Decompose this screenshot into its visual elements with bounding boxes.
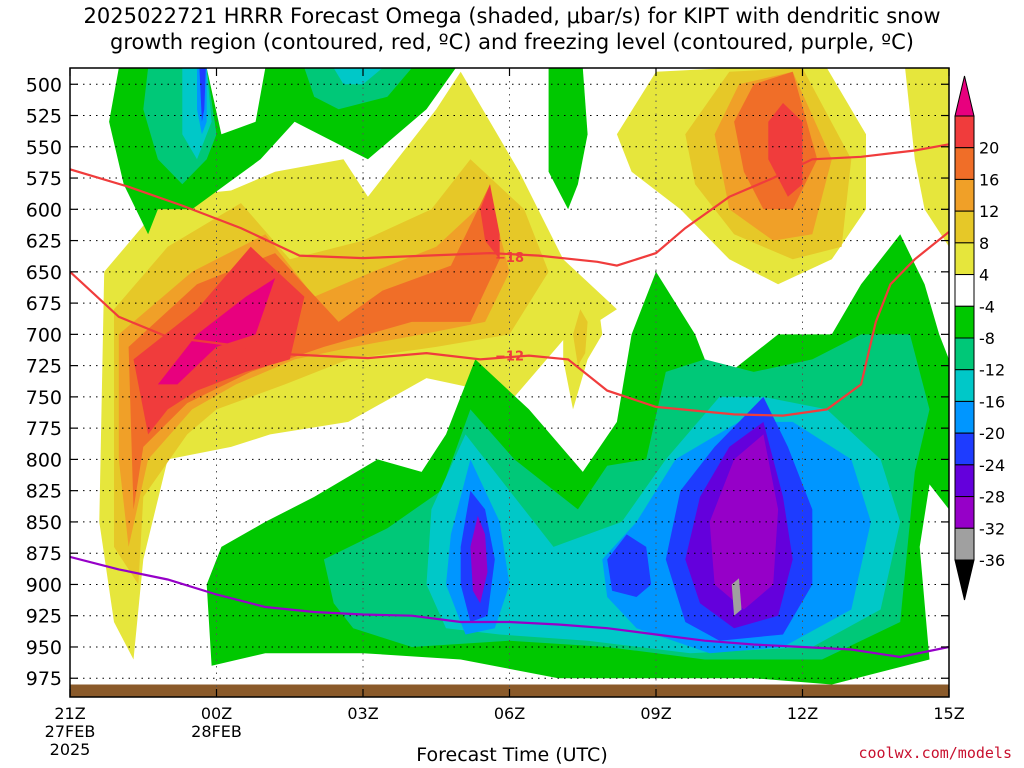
x-tick-label-3-1: 28FEB xyxy=(191,722,242,741)
omega-region-12 xyxy=(905,68,949,247)
omega-region-19 xyxy=(333,68,383,85)
x-tick-label-18-0: 15Z xyxy=(933,704,964,723)
colorbar-box-10 xyxy=(954,432,975,466)
x-tick-label-9-0: 06Z xyxy=(494,704,525,723)
contour-line-0 xyxy=(70,143,949,267)
omega-region-34 xyxy=(573,309,588,366)
y-tick-label-925: 925 xyxy=(26,606,62,628)
omega-region-27 xyxy=(607,534,652,597)
omega-region-6 xyxy=(480,184,500,260)
colorbar-box-2 xyxy=(954,178,975,212)
x-tick-label-0-1: 27FEB xyxy=(45,722,96,741)
y-tick-label-725: 725 xyxy=(26,356,62,378)
x-tick-label-6-0: 03Z xyxy=(347,704,378,723)
omega-region-32 xyxy=(731,578,742,616)
contour-label-1: −12 xyxy=(495,350,524,365)
omega-region-3 xyxy=(128,184,500,510)
y-tick-label-625: 625 xyxy=(26,231,62,253)
colorbar: 20 16 12 8 4 -4 -8 -12 -16 -20 -24 -28 -32 -36 xyxy=(954,75,1005,601)
x-tick-label-3-0: 00Z xyxy=(201,704,232,723)
colorbar-label-10: -24 xyxy=(979,456,1005,475)
y-tick-label-500: 500 xyxy=(26,74,62,96)
y-tick-label-775: 775 xyxy=(26,418,62,440)
y-tick-label-550: 550 xyxy=(26,137,62,159)
y-tick-label-975: 975 xyxy=(26,668,62,690)
chart-title-line-1: 2025022721 HRRR Forecast Omega (shaded, … xyxy=(83,4,941,28)
omega-region-18 xyxy=(304,68,412,110)
colorbar-box-0 xyxy=(954,115,975,149)
colorbar-box-6 xyxy=(954,305,975,339)
y-tick-label-575: 575 xyxy=(26,168,62,190)
colorbar-box-9 xyxy=(954,400,975,434)
y-tick-label-825: 825 xyxy=(26,481,62,503)
omega-region-5 xyxy=(157,278,276,385)
colorbar-label-11: -28 xyxy=(979,488,1005,507)
y-tick-label-900: 900 xyxy=(26,574,62,596)
contour-line-1 xyxy=(70,230,949,417)
colorbar-box-12 xyxy=(954,496,975,529)
credit-link[interactable]: coolwx.com/models xyxy=(858,744,1012,762)
colorbar-top-arrow xyxy=(954,75,975,117)
colorbar-label-0: 20 xyxy=(979,139,999,158)
omega-region-17 xyxy=(199,68,206,122)
colorbar-box-1 xyxy=(954,147,975,180)
y-tick-label-875: 875 xyxy=(26,543,62,565)
x-tick-label-0-0: 21Z xyxy=(54,704,85,723)
y-tick-label-850: 850 xyxy=(26,512,62,534)
omega-region-31 xyxy=(709,434,779,610)
colorbar-label-8: -16 xyxy=(979,392,1005,411)
colorbar-bottom-arrow xyxy=(954,559,975,601)
y-tick-label-750: 750 xyxy=(26,387,62,409)
contour-label-0: −18 xyxy=(495,251,524,266)
x-axis-label: Forecast Time (UTC) xyxy=(416,744,608,766)
y-tick-label-525: 525 xyxy=(26,106,62,128)
y-axis: 500 525 550 575 600 625 650 675 700 725 750 775 800 8… xyxy=(26,74,949,690)
colorbar-box-7 xyxy=(954,337,975,371)
omega-region-20 xyxy=(548,68,588,210)
chart-title-line-2: growth region (contoured, red, ºC) and f… xyxy=(110,30,914,54)
colorbar-label-2: 12 xyxy=(979,202,999,221)
colorbar-label-13: -36 xyxy=(979,551,1005,570)
colorbar-box-8 xyxy=(954,369,975,402)
omega-region-30 xyxy=(470,515,488,604)
contour-lines: −18 −12 xyxy=(70,143,949,659)
colorbar-label-3: 8 xyxy=(979,234,989,253)
y-tick-label-950: 950 xyxy=(26,637,62,659)
colorbar-label-6: -8 xyxy=(979,329,995,348)
x-tick-label-0-2: 2025 xyxy=(50,740,91,759)
y-tick-label-700: 700 xyxy=(26,324,62,346)
colorbar-label-5: -4 xyxy=(979,297,995,316)
y-tick-label-800: 800 xyxy=(26,449,62,471)
colorbar-box-4 xyxy=(954,242,975,276)
y-tick-label-650: 650 xyxy=(26,262,62,284)
colorbar-label-1: 16 xyxy=(979,170,999,189)
omega-shading xyxy=(70,68,949,697)
x-tick-label-15-0: 12Z xyxy=(787,704,818,723)
contour-line-2 xyxy=(70,555,949,659)
colorbar-label-12: -32 xyxy=(979,519,1005,538)
colorbar-label-4: 4 xyxy=(979,266,989,285)
colorbar-box-3 xyxy=(954,210,975,244)
colorbar-label-7: -12 xyxy=(979,361,1005,380)
y-tick-label-600: 600 xyxy=(26,199,62,221)
colorbar-box-13 xyxy=(954,527,975,561)
colorbar-box-11 xyxy=(954,464,975,498)
y-tick-label-675: 675 xyxy=(26,293,62,315)
colorbar-label-9: -20 xyxy=(979,424,1005,443)
gridlines xyxy=(70,68,949,697)
colorbar-box-5 xyxy=(954,274,975,307)
x-tick-label-12-0: 09Z xyxy=(640,704,671,723)
omega-region-11 xyxy=(768,103,803,197)
